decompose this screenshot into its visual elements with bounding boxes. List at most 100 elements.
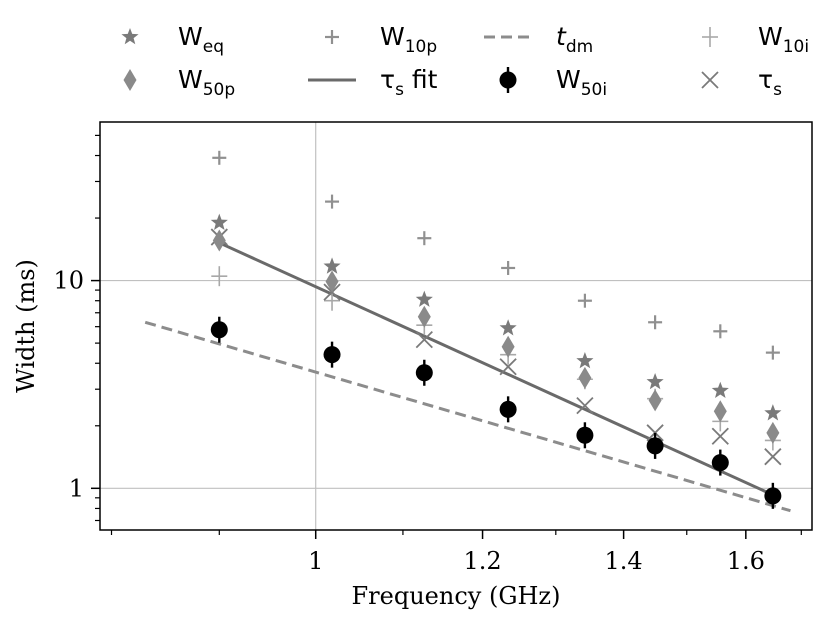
legend-label-sub: 10i — [783, 37, 809, 57]
data-point — [711, 427, 729, 445]
data-point — [576, 397, 594, 415]
circle-marker-dot — [646, 437, 664, 455]
legend-label: Weq — [178, 22, 224, 57]
legend-item-W10i: W10i — [702, 22, 809, 57]
plot-frame — [99, 121, 813, 531]
legend-item-W50p: W50p — [123, 65, 235, 100]
legend-label-main: t — [556, 22, 567, 51]
x-tick-label: 1 — [308, 547, 323, 575]
legend-marker — [123, 69, 137, 91]
data-point — [764, 448, 782, 466]
legend-label-main: τ — [758, 65, 773, 94]
y-tick-label: 10 — [53, 267, 84, 295]
x-tick-label: 1.6 — [727, 547, 765, 575]
legend-label: W50i — [556, 65, 607, 100]
y-axis: 1 10 — [53, 134, 100, 522]
circle-marker-dot — [499, 71, 517, 89]
x-marker-stroke — [415, 330, 433, 349]
data-point — [417, 305, 431, 328]
x-axis: 1 1.2 1.4 1.6 — [110, 530, 802, 575]
x-axis-label: Frequency (GHz) — [352, 582, 561, 610]
data-point — [646, 424, 664, 442]
series-Weq — [210, 213, 782, 421]
legend-marker — [702, 27, 718, 47]
data-point — [501, 260, 516, 275]
series-W10p — [212, 150, 780, 360]
data-point — [499, 319, 517, 336]
data-point — [766, 421, 780, 444]
data-point — [646, 432, 664, 459]
legend-item-tdm: tdm — [484, 22, 593, 57]
circle-marker-dot — [764, 487, 782, 505]
x-marker-stroke — [701, 71, 719, 89]
legend-label-main: W — [380, 22, 405, 51]
legend-marker — [121, 28, 139, 45]
circle-marker-dot — [210, 321, 228, 339]
data-point — [764, 482, 782, 509]
legend-marker — [701, 71, 719, 89]
legend-label-main: W — [758, 22, 783, 51]
data-point — [501, 335, 515, 358]
data-point — [577, 293, 592, 308]
data-point — [415, 330, 433, 349]
data-point — [646, 372, 664, 390]
circle-marker-dot — [323, 346, 341, 364]
data-point — [713, 324, 728, 339]
legend-marker — [499, 67, 517, 93]
data-point — [711, 449, 729, 476]
legend-marker — [325, 30, 339, 44]
data-point — [711, 381, 729, 398]
y-axis-label: Width (ms) — [12, 259, 40, 393]
data-point — [713, 400, 727, 423]
data-point — [211, 266, 228, 287]
series-W50p — [212, 229, 780, 444]
data-point — [212, 150, 227, 165]
data-point — [210, 316, 228, 343]
fit-line — [218, 241, 774, 497]
x-tick-label: 1.4 — [605, 547, 643, 575]
data-point — [764, 404, 782, 421]
legend-label: τs fit — [380, 65, 438, 100]
legend-item-W10p: W10p — [325, 22, 437, 57]
series-W50i — [210, 316, 782, 509]
legend-label: W50p — [178, 65, 235, 100]
data-point — [323, 341, 341, 368]
data-point — [415, 359, 433, 386]
legend-label: τs — [758, 65, 782, 100]
grid — [100, 122, 812, 530]
data-point — [417, 231, 432, 246]
legend-label-sub: eq — [203, 37, 224, 57]
legend-label-main: W — [556, 65, 581, 94]
data-point — [323, 257, 341, 274]
data-point — [325, 194, 340, 209]
data-point — [212, 229, 226, 252]
legend-label: W10i — [758, 22, 809, 57]
legend-label-sub: dm — [566, 37, 593, 57]
data-point — [648, 389, 662, 412]
legend-label-sub: 50p — [203, 80, 235, 100]
legend-label-main: τ — [380, 65, 395, 94]
data-point — [325, 270, 339, 293]
legend-label: tdm — [556, 22, 593, 57]
data-point — [648, 315, 663, 330]
tdm-line — [144, 320, 791, 513]
legend-label-sub: s — [773, 80, 782, 100]
data-point — [499, 396, 517, 423]
data-point — [324, 290, 341, 311]
x-marker-stroke — [499, 358, 517, 376]
series-W10i — [211, 266, 781, 451]
data-point — [210, 213, 228, 230]
legend-label-sub: 50i — [581, 80, 607, 100]
circle-marker-dot — [499, 400, 517, 418]
data-point — [499, 358, 517, 376]
data-point — [415, 290, 433, 307]
series-layer — [144, 150, 791, 513]
legend-label: W10p — [380, 22, 437, 57]
circle-marker-dot — [711, 454, 729, 472]
series-tdm — [144, 320, 791, 513]
x-marker-stroke — [764, 448, 782, 466]
data-point — [578, 366, 592, 389]
data-point — [576, 352, 594, 369]
legend-label-sub: 10p — [405, 37, 437, 57]
